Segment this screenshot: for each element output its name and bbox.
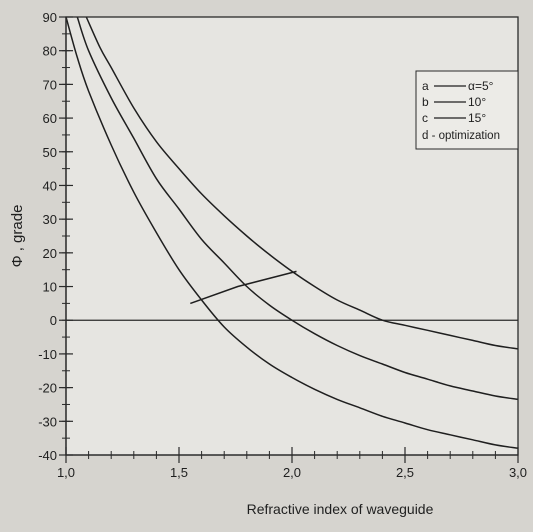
- legend-key-a: a: [422, 79, 429, 93]
- y-tick-label: -20: [38, 381, 57, 396]
- legend-entry-b: b 10°: [422, 95, 486, 109]
- x-axis-label: Refractive index of waveguide: [247, 501, 434, 517]
- y-tick-label: 70: [43, 77, 57, 92]
- x-tick-label: 1,0: [57, 465, 75, 480]
- legend-key-b: b: [422, 95, 429, 109]
- x-tick-label: 2,0: [283, 465, 301, 480]
- y-tick-label: 10: [43, 280, 57, 295]
- y-tick-label: 40: [43, 178, 57, 193]
- legend-entry-c: c 15°: [422, 111, 486, 125]
- y-axis-label: Φ , grade: [9, 205, 26, 268]
- x-tick-label: 1,5: [170, 465, 188, 480]
- series-line-d: [190, 270, 297, 305]
- x-axis: 1,0 1,5 2,0 2,5 3,0: [57, 447, 527, 480]
- legend-key-c: c: [422, 111, 428, 125]
- x-tick-label: 3,0: [509, 465, 527, 480]
- legend-entry-a: a α=5°: [422, 79, 494, 93]
- legend-text-a: α=5°: [468, 79, 494, 93]
- legend-text-b: 10°: [468, 95, 486, 109]
- y-tick-label: -40: [38, 448, 57, 463]
- legend-text-c: 15°: [468, 111, 486, 125]
- y-tick-label: 20: [43, 246, 57, 261]
- y-tick-label: 80: [43, 44, 57, 59]
- y-axis: 90 80 70 60 50 40 30 20 10 0 -10 -20 -30 -40: [38, 10, 73, 463]
- series-layer: [65, 16, 519, 450]
- legend-text-d: d - optimization: [422, 130, 500, 142]
- y-tick-label: 60: [43, 111, 57, 126]
- legend-box: [415, 70, 519, 150]
- y-tick-label: 0: [50, 313, 57, 328]
- series-line-c: [65, 16, 519, 450]
- y-tick-label: 30: [43, 212, 57, 227]
- y-tick-label: 90: [43, 10, 57, 25]
- series-line-a: [85, 16, 519, 350]
- y-tick-label: 50: [43, 145, 57, 160]
- y-tick-label: -30: [38, 414, 57, 429]
- y-tick-label: -10: [38, 347, 57, 362]
- series-line-b: [76, 16, 519, 401]
- legend-entry-d: d - optimization: [422, 130, 500, 142]
- legend: a α=5° b 10° c 15° d - optimization: [415, 70, 519, 150]
- x-tick-label: 2,5: [396, 465, 414, 480]
